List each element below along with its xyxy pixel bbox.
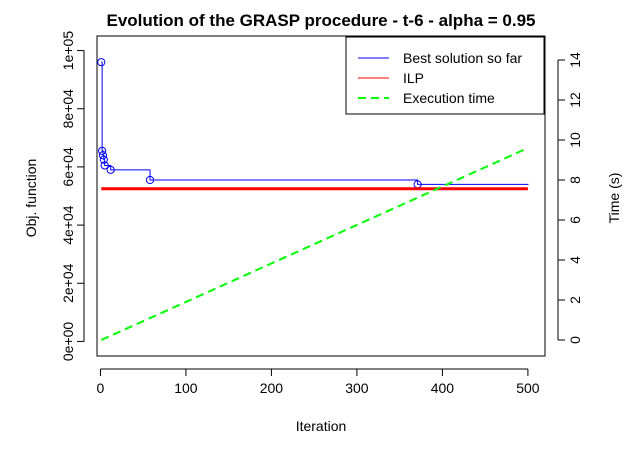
x-tick-label: 0 <box>97 380 105 396</box>
y-tick-label: 1e+05 <box>60 31 76 71</box>
series-best-solution-point <box>98 146 107 156</box>
y2-tick-label: 14 <box>567 52 583 68</box>
plot-frame <box>96 35 546 357</box>
y2-tick-label: 2 <box>567 296 583 304</box>
y-tick-label: 2e+04 <box>60 263 76 303</box>
y2-tick-label: 0 <box>567 336 583 344</box>
x-axis-label: Iteration <box>296 418 347 434</box>
y-tick-label: 6e+04 <box>60 147 76 187</box>
y2-tick-label: 8 <box>567 176 583 184</box>
x-tick-label: 500 <box>516 380 540 396</box>
x-tick-label: 300 <box>345 380 369 396</box>
y2-tick-label: 4 <box>567 256 583 264</box>
y-tick-label: 0e+00 <box>60 322 76 362</box>
y-axis-label: Obj. function <box>23 159 39 238</box>
y2-tick-label: 12 <box>567 92 583 108</box>
chart-title: Evolution of the GRASP procedure - t-6 -… <box>106 11 535 30</box>
x-tick-label: 100 <box>174 380 198 396</box>
y-tick-label: 4e+04 <box>60 205 76 245</box>
y2-axis-label: Time (s) <box>606 173 622 224</box>
series-best-solution-point <box>98 151 108 160</box>
axis-ticks: 0 100 200 300 400 5000e+002e+044e+046e+048e+0… <box>60 31 583 396</box>
y-tick-label: 8e+04 <box>60 89 76 129</box>
series-best-solution-point <box>106 165 115 174</box>
legend-label: Execution time <box>403 90 495 106</box>
y2-tick-label: 6 <box>567 216 583 224</box>
series-layer <box>97 58 529 341</box>
y2-tick-label: 10 <box>567 132 583 148</box>
series-best-solution-line <box>101 61 529 185</box>
series-best-solution-point <box>97 58 106 67</box>
legend-label: ILP <box>403 70 424 86</box>
x-tick-label: 400 <box>431 380 455 396</box>
legend-label: Best solution so far <box>403 50 522 66</box>
series-best-solution-point <box>99 155 108 164</box>
series-best-solution-point <box>145 175 155 185</box>
legend-box <box>345 36 545 115</box>
series-best-solution-point <box>100 161 109 170</box>
legend: Best solution so far ILP Execution time <box>345 36 545 115</box>
x-tick-label: 200 <box>260 380 284 396</box>
